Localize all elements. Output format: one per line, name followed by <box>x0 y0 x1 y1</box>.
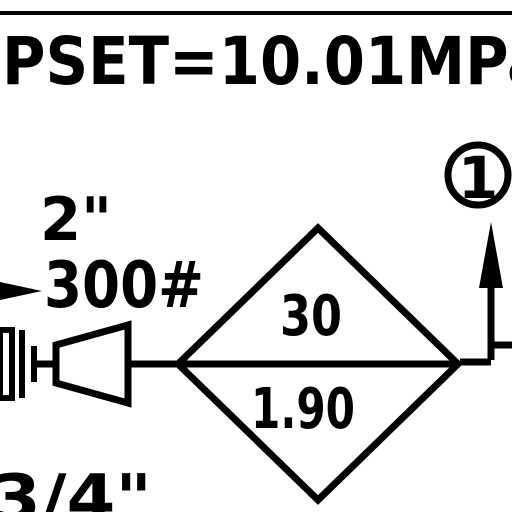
arrow-up-icon <box>479 222 503 288</box>
reducer-icon <box>52 320 132 408</box>
sizing-diamond: 30 1.90 <box>172 223 464 505</box>
instrument-bubble-tag: 1 <box>458 144 498 212</box>
instrument-connection <box>460 222 512 366</box>
diamond-lower-value: 1.90 <box>251 377 355 442</box>
instrument-bubble-circle <box>444 141 512 209</box>
pressure-class-label: 300# <box>44 249 204 323</box>
flange-symbol <box>0 327 37 401</box>
arrow-right-icon <box>0 282 42 300</box>
diamond-upper-value: 30 <box>280 284 342 349</box>
instrument-bubble: 1 <box>444 141 512 212</box>
line-size-upper: 2" <box>40 185 112 255</box>
line-size-lower: 3/4" <box>0 462 152 512</box>
set-pressure-label: PSET=10.01MPa <box>2 23 512 100</box>
